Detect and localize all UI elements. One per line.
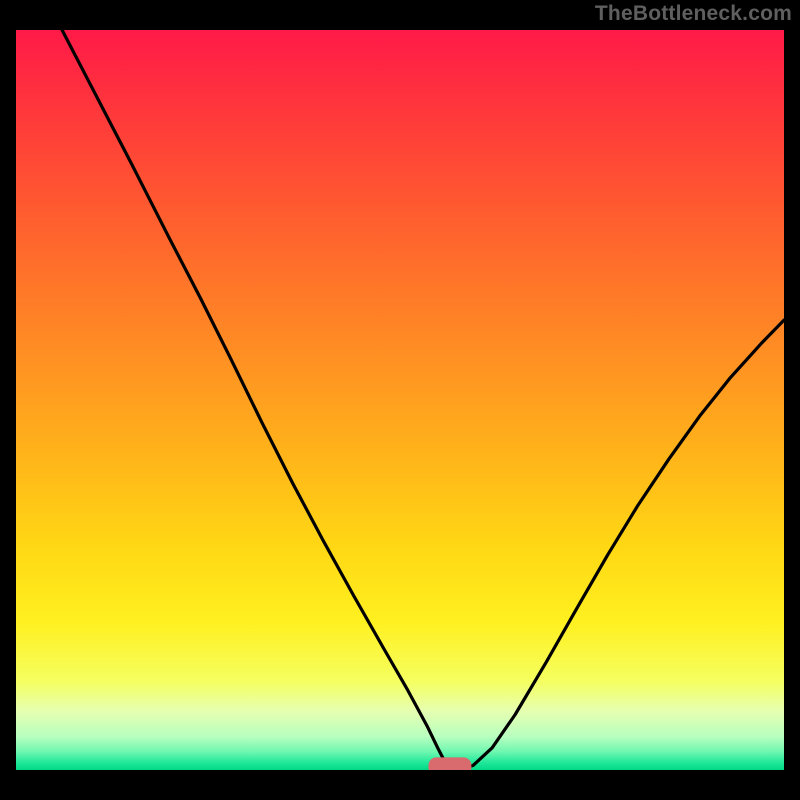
bottleneck-chart: TheBottleneck.com: [0, 0, 800, 800]
chart-background-gradient: [16, 30, 784, 770]
chart-svg: [0, 0, 800, 800]
watermark-text: TheBottleneck.com: [595, 2, 792, 26]
